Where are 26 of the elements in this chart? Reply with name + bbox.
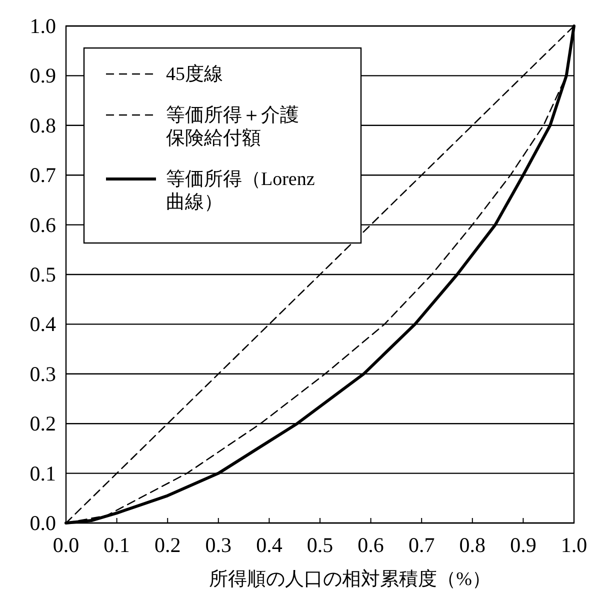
y-tick-label: 0.2	[30, 412, 56, 436]
x-tick-label: 0.3	[205, 533, 232, 557]
y-tick-label: 0.5	[30, 262, 56, 286]
y-tick-label: 0.6	[30, 212, 56, 237]
y-tick-label: 0.3	[30, 362, 56, 386]
legend-label: 45度線	[166, 63, 223, 85]
x-tick-label: 0.2	[154, 533, 181, 557]
legend-label: 等価所得（Lorenz 曲線）	[166, 169, 320, 213]
x-tick-label: 0.9	[510, 533, 536, 557]
legend-label: 等価所得＋介護保険給付額	[166, 105, 299, 149]
y-tick-label: 1.0	[30, 14, 56, 38]
x-tick-label: 0.8	[459, 533, 486, 557]
y-tick-label: 0.7	[30, 163, 56, 188]
x-tick-label: 1.0	[560, 533, 588, 557]
y-tick-label: 0.8	[30, 113, 56, 138]
y-tick-label: 0.0	[30, 511, 56, 535]
x-tick-label: 0.7	[408, 533, 435, 557]
x-tick-label: 0.5	[306, 533, 334, 557]
x-tick-label: 0.4	[256, 533, 283, 557]
y-tick-label: 0.9	[30, 64, 56, 88]
x-tick-label: 0.1	[104, 533, 130, 557]
x-tick-label: 0.6	[358, 533, 384, 557]
y-tick-label: 0.4	[30, 312, 56, 336]
x-tick-label: 0.0	[52, 533, 80, 557]
y-tick-label: 0.1	[30, 461, 56, 486]
x-axis-title: 所得順の人口の相対累積度（%）	[209, 568, 491, 590]
